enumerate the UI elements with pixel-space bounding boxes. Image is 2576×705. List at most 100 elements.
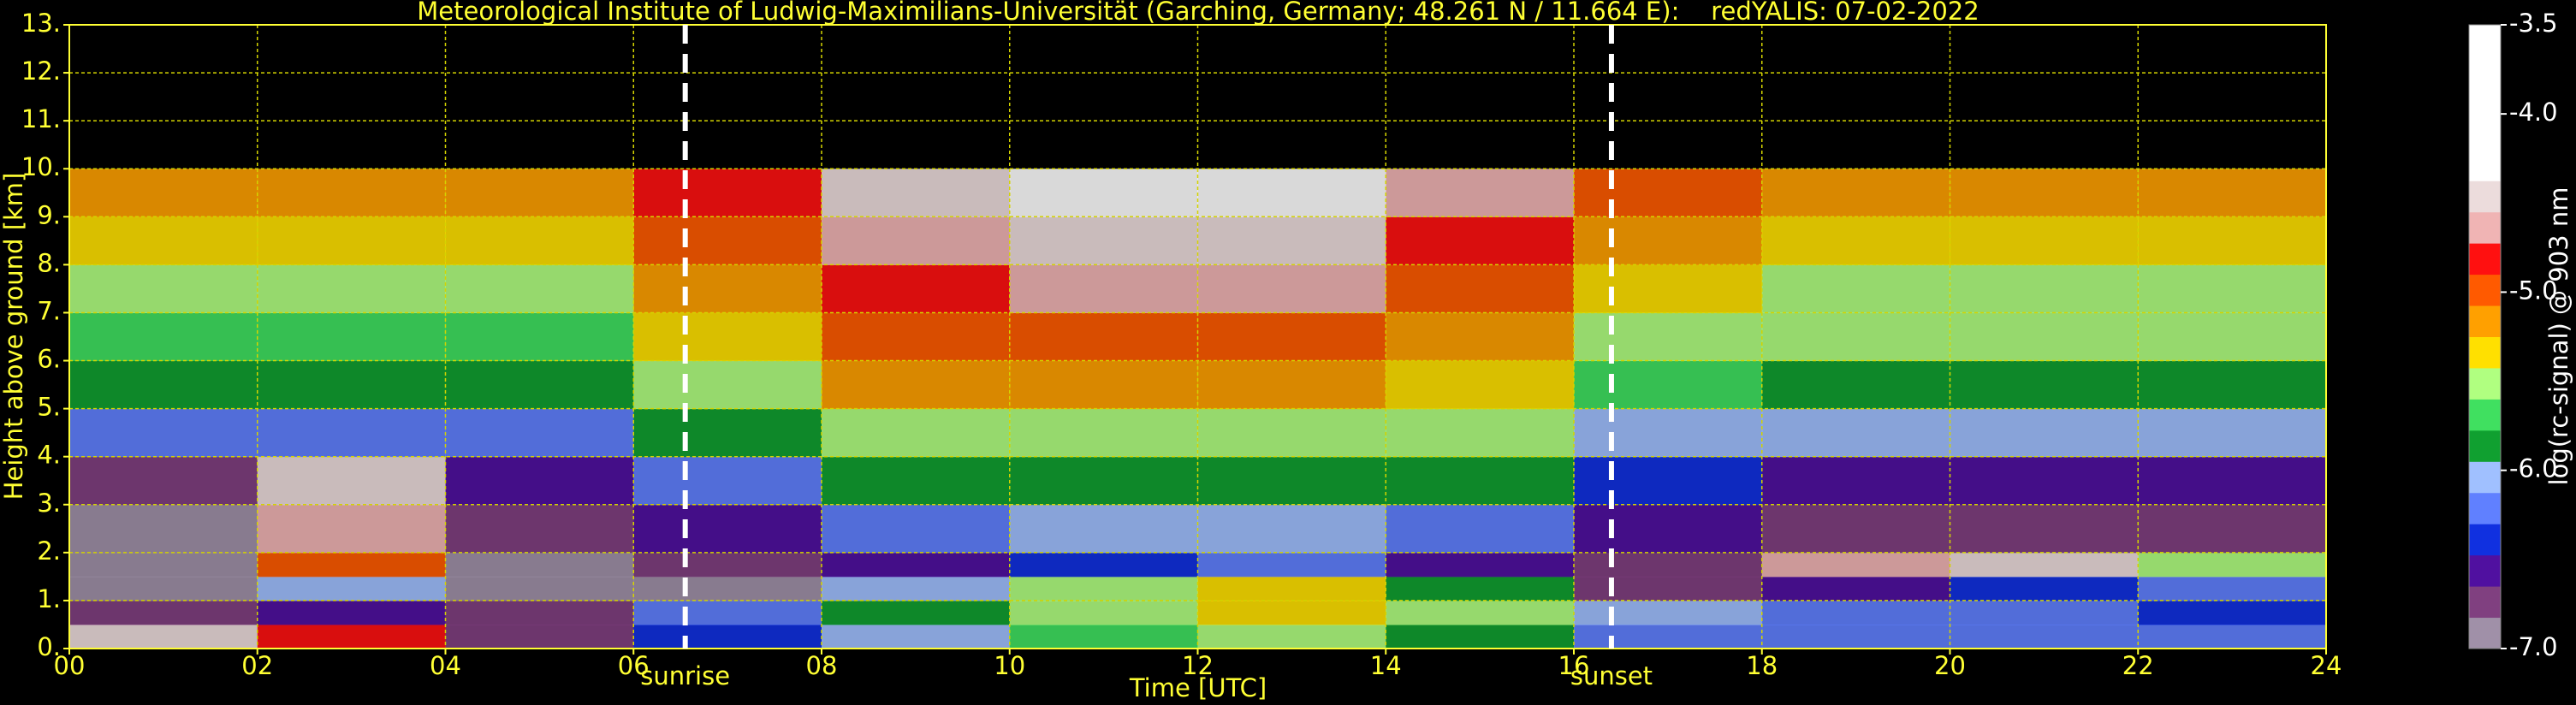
heatmap-cell <box>1386 504 1575 554</box>
heatmap-cell <box>69 264 258 313</box>
heatmap-cell <box>1386 552 1575 578</box>
heatmap-cell <box>1574 552 1763 578</box>
heatmap-cell <box>1950 576 2139 601</box>
heatmap-cell <box>1950 264 2139 313</box>
heatmap-cell <box>1197 408 1386 458</box>
heatmap-cell <box>1950 504 2139 554</box>
x-tick-label: 14 <box>1370 651 1402 680</box>
y-tick-label: 0. <box>37 632 61 661</box>
colorbar-segment <box>2469 430 2501 462</box>
heatmap-cell <box>1386 360 1575 410</box>
heatmap-cell <box>822 408 1011 458</box>
colorbar-label: log(rc-signal) @ 903 nm <box>2544 187 2573 486</box>
colorbar-tick-label: -7.0 <box>2509 632 2558 661</box>
colorbar-tick-label: -5.0 <box>2509 275 2558 305</box>
annotation-label: sunrise <box>640 661 730 690</box>
heatmap-cell <box>257 169 446 217</box>
heatmap-cell <box>633 360 822 410</box>
plot-frame <box>68 24 2327 649</box>
y-tick-label: 12. <box>21 56 61 86</box>
colorbar-segment <box>2469 524 2501 556</box>
heatmap-cell <box>1950 624 2139 649</box>
heatmap-cell <box>257 360 446 410</box>
heatmap-cell <box>1009 360 1198 410</box>
heatmap-cell <box>2138 552 2327 578</box>
x-tick-label: 10 <box>994 651 1025 680</box>
heatmap-cell <box>1386 216 1575 265</box>
heatmap-cell <box>822 312 1011 362</box>
heatmap-cell <box>1761 552 1950 578</box>
heatmap-cell <box>1386 456 1575 506</box>
heatmap-cell <box>633 600 822 625</box>
heatmap-cell <box>2138 456 2327 506</box>
heatmap-cell <box>2138 504 2327 554</box>
heatmap-cell <box>2138 264 2327 313</box>
heatmap-cell <box>257 576 446 601</box>
heatmap-cell <box>1197 456 1386 506</box>
heatmap-cell <box>257 456 446 506</box>
heatmap-cell <box>1009 216 1198 265</box>
heatmap-cell <box>633 216 822 265</box>
heatmap-cell <box>1197 264 1386 313</box>
heatmap-cell <box>2138 169 2327 217</box>
y-tick-label: 6. <box>37 345 61 374</box>
heatmap-cell <box>633 576 822 601</box>
heatmap-cell <box>1009 504 1198 554</box>
heatmap-cell <box>1197 504 1386 554</box>
heatmap-cell <box>1009 600 1198 625</box>
heatmap-cell <box>1197 552 1386 578</box>
heatmap-cell <box>69 576 258 601</box>
heatmap-cell <box>1574 216 1763 265</box>
x-tick-label: 00 <box>54 651 86 680</box>
heatmap-cell <box>633 169 822 217</box>
x-tick-label: 24 <box>2311 651 2342 680</box>
heatmap-cell <box>1761 408 1950 458</box>
heatmap-cell <box>445 360 634 410</box>
heatmap-cell <box>822 456 1011 506</box>
y-tick-label: 2. <box>37 536 61 566</box>
y-tick-label: 7. <box>37 296 61 325</box>
x-tick-label: 02 <box>241 651 273 680</box>
colorbar-tick-label: -4.0 <box>2509 98 2558 127</box>
heatmap-cell <box>445 552 634 578</box>
x-tick-label: 06 <box>618 651 650 680</box>
y-tick-label: 3. <box>37 489 61 518</box>
heatmap-cell <box>1950 456 2139 506</box>
heatmap-cell <box>1197 576 1386 601</box>
heatmap-cell <box>1574 312 1763 362</box>
heatmap-cell <box>69 552 258 578</box>
heatmap-cell <box>445 408 634 458</box>
heatmap-cell <box>445 504 634 554</box>
heatmap-cell <box>1761 216 1950 265</box>
heatmap-cell <box>257 408 446 458</box>
heatmap-cell <box>1197 624 1386 649</box>
heatmap-cell <box>1197 169 1386 217</box>
heatmap-cell <box>1009 408 1198 458</box>
heatmap-cell <box>633 624 822 649</box>
colorbar-segment <box>2469 25 2501 56</box>
heatmap-cell <box>822 624 1011 649</box>
heatmap-cell <box>257 264 446 313</box>
heatmap-cell <box>633 312 822 362</box>
heatmap-cell <box>257 624 446 649</box>
x-tick-label: 12 <box>1182 651 1214 680</box>
annotation-label: sunset <box>1570 661 1653 690</box>
heatmap-cell <box>2138 576 2327 601</box>
heatmap-cell <box>257 504 446 554</box>
heatmap-cell <box>69 360 258 410</box>
heatmap-cell <box>822 552 1011 578</box>
heatmap-cell <box>1386 264 1575 313</box>
heatmap-cell <box>1950 552 2139 578</box>
heatmap-cell <box>1574 456 1763 506</box>
heatmap-cell <box>445 312 634 362</box>
heatmap-cell <box>822 504 1011 554</box>
heatmap-cell <box>69 408 258 458</box>
x-axis-label: Time [UTC] <box>1129 673 1267 702</box>
colorbar-frame <box>2468 24 2502 649</box>
heatmap-cell <box>1761 600 1950 625</box>
colorbar-tick-label: -3.5 <box>2509 9 2558 38</box>
chart-title: Meteorological Institute of Ludwig-Maxim… <box>417 0 1979 26</box>
y-tick-label: 11. <box>21 104 61 133</box>
heatmap-cell <box>2138 216 2327 265</box>
